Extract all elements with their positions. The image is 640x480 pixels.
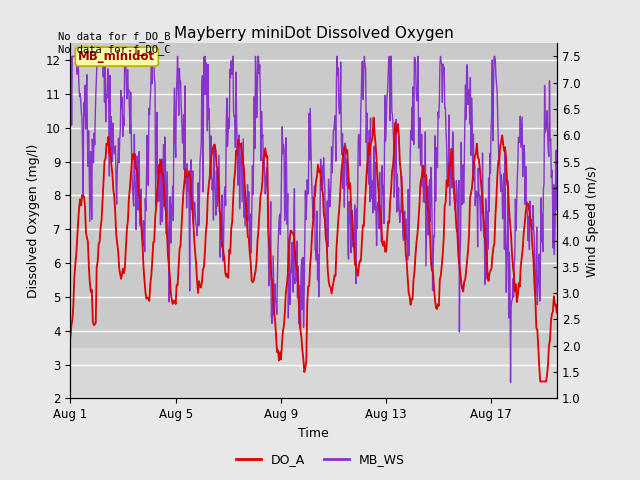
Text: MB_minidot: MB_minidot: [78, 50, 156, 63]
Y-axis label: Wind Speed (m/s): Wind Speed (m/s): [586, 165, 599, 276]
Bar: [70, 43, 557, 348]
X-axis label: Time: Time: [298, 427, 329, 440]
Text: No data for f_DO_B
No data for f_DO_C: No data for f_DO_B No data for f_DO_C: [58, 31, 170, 55]
Y-axis label: Dissolved Oxygen (mg/l): Dissolved Oxygen (mg/l): [27, 144, 40, 298]
Legend: DO_A, MB_WS: DO_A, MB_WS: [230, 448, 410, 471]
Title: Mayberry miniDot Dissolved Oxygen: Mayberry miniDot Dissolved Oxygen: [173, 25, 454, 41]
